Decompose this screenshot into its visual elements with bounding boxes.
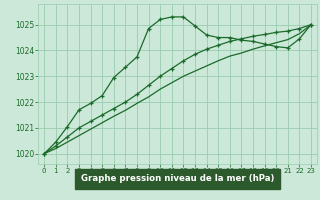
X-axis label: Graphe pression niveau de la mer (hPa): Graphe pression niveau de la mer (hPa) (81, 174, 274, 183)
